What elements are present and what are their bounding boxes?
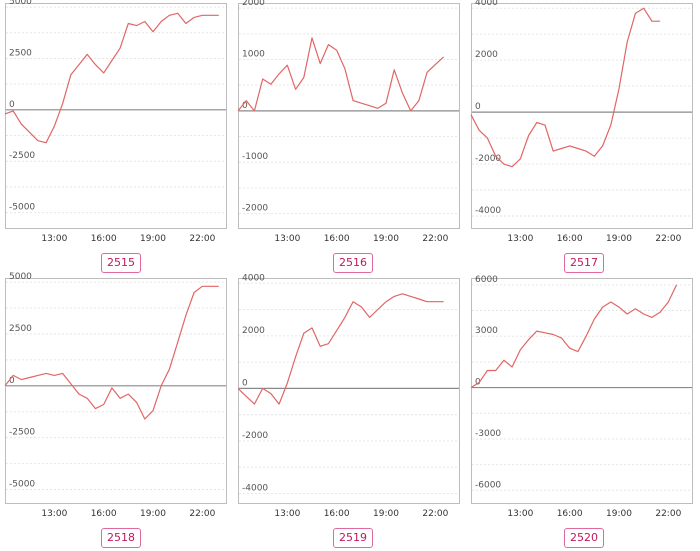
- y-tick-label: -2000: [242, 204, 268, 214]
- x-tick-label: 19:00: [373, 509, 399, 519]
- instrument-label-2520[interactable]: 2520: [564, 528, 604, 548]
- x-tick-label: 16:00: [557, 234, 583, 244]
- plot-frame: [471, 3, 693, 229]
- series-line: [470, 7, 661, 168]
- line-chart-2517: 4000 2000 0 -2000 -4000 13:00 16:00 19:00 22:00: [470, 0, 693, 244]
- y-tick-label: 5000: [9, 0, 32, 7]
- chart-panel-2517: 4000 2000 0 -2000 -4000 13:00 16:00 19:00 22:00 …: [470, 0, 693, 273]
- y-tick-label: -5000: [9, 203, 35, 213]
- chart-panel-2518: 5000 2500 0 -2500 -5000 13:00 16:00 19:00 22:00 …: [4, 272, 227, 548]
- y-tick-label: -2000: [242, 431, 268, 441]
- y-tick-label: 0: [9, 376, 15, 386]
- x-tick-label: 13:00: [41, 509, 67, 519]
- line-chart-2518: 5000 2500 0 -2500 -5000 13:00 16:00 19:00 22:00: [4, 272, 227, 519]
- x-tick-label: 19:00: [373, 234, 399, 244]
- y-tick-label: -4000: [475, 206, 501, 216]
- y-tick-label: 0: [475, 102, 481, 112]
- y-tick-label: 0: [242, 101, 248, 111]
- plot-frame: [238, 278, 460, 504]
- instrument-label-2518[interactable]: 2518: [101, 528, 141, 548]
- y-tick-label: -5000: [9, 479, 35, 489]
- chart-panel-2519: 4000 2000 0 -2000 -4000 13:00 16:00 19:00 22:00 …: [237, 273, 460, 548]
- y-tick-label: 2500: [9, 324, 32, 334]
- x-tick-label: 22:00: [189, 234, 215, 244]
- x-tick-label: 16:00: [324, 509, 350, 519]
- chart-panel-2520: 6000 3000 0 -3000 -6000 13:00 16:00 19:00 22:00 …: [470, 275, 693, 548]
- plot-frame: [471, 278, 693, 504]
- y-tick-label: 0: [242, 378, 248, 388]
- x-tick-label: 16:00: [91, 509, 117, 519]
- y-tick-label: 2000: [242, 0, 265, 8]
- x-tick-label: 13:00: [507, 234, 533, 244]
- y-tick-label: 2500: [9, 48, 32, 58]
- y-tick-label: -3000: [475, 429, 501, 439]
- series-line: [237, 293, 444, 405]
- y-tick-label: -2000: [475, 154, 501, 164]
- series-line: [4, 285, 219, 420]
- y-tick-label: -2500: [9, 428, 35, 438]
- y-tick-label: 1000: [242, 50, 265, 60]
- series-line: [237, 37, 445, 112]
- chart-panel-2516: 2000 1000 0 -1000 -2000 13:00 16:00 19:00 22:00 …: [237, 0, 460, 273]
- x-tick-label: 16:00: [557, 509, 583, 519]
- x-tick-label: 22:00: [422, 509, 448, 519]
- line-chart-2516: 2000 1000 0 -1000 -2000 13:00 16:00 19:00 22:00: [237, 0, 460, 244]
- series-line: [4, 12, 219, 144]
- x-tick-label: 22:00: [422, 234, 448, 244]
- y-tick-label: -1000: [242, 152, 268, 162]
- y-tick-label: 2000: [242, 326, 265, 336]
- instrument-label-2515[interactable]: 2515: [101, 253, 141, 273]
- x-tick-label: 19:00: [140, 509, 166, 519]
- x-tick-label: 16:00: [91, 234, 117, 244]
- x-tick-label: 19:00: [140, 234, 166, 244]
- y-tick-label: -2500: [9, 151, 35, 161]
- x-tick-label: 19:00: [606, 234, 632, 244]
- x-tick-label: 22:00: [189, 509, 215, 519]
- y-tick-label: 0: [9, 100, 15, 110]
- plot-frame: [5, 3, 227, 229]
- plot-frame: [5, 278, 227, 504]
- line-chart-2515: 5000 2500 0 -2500 -5000 13:00 16:00 19:00 22:00: [4, 0, 227, 244]
- x-tick-label: 19:00: [606, 509, 632, 519]
- y-tick-label: -4000: [242, 483, 268, 493]
- y-tick-label: 2000: [475, 50, 498, 60]
- y-tick-label: 6000: [475, 275, 498, 285]
- plot-frame: [238, 3, 460, 229]
- line-chart-2519: 4000 2000 0 -2000 -4000 13:00 16:00 19:00 22:00: [237, 273, 460, 519]
- y-tick-label: -6000: [475, 480, 501, 490]
- x-tick-label: 13:00: [507, 509, 533, 519]
- x-tick-label: 13:00: [41, 234, 67, 244]
- instrument-label-2519[interactable]: 2519: [333, 528, 373, 548]
- x-tick-label: 13:00: [274, 234, 300, 244]
- y-tick-label: 5000: [9, 272, 32, 282]
- y-tick-label: 4000: [242, 273, 265, 283]
- chart-panel-2515: 5000 2500 0 -2500 -5000 13:00 16:00 19:00 22:00 …: [4, 0, 227, 273]
- x-tick-label: 13:00: [274, 509, 300, 519]
- series-line: [470, 284, 678, 389]
- instrument-label-2516[interactable]: 2516: [333, 253, 373, 273]
- x-tick-label: 22:00: [655, 509, 681, 519]
- x-tick-label: 16:00: [324, 234, 350, 244]
- x-tick-label: 22:00: [655, 234, 681, 244]
- y-tick-label: 3000: [475, 326, 498, 336]
- y-tick-label: 4000: [475, 0, 498, 8]
- instrument-label-2517[interactable]: 2517: [564, 253, 604, 273]
